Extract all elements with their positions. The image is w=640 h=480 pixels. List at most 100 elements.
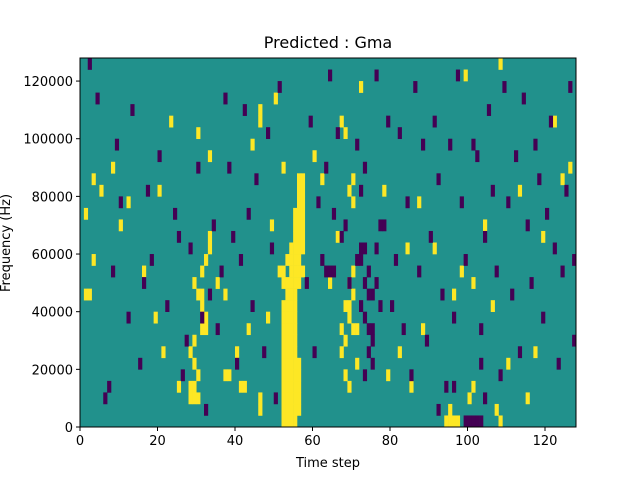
heatmap-cell-high — [300, 196, 306, 209]
heatmap-cell-high — [525, 392, 530, 405]
heatmap-cell-high — [153, 311, 158, 324]
heatmap-cell-high — [83, 207, 89, 220]
heatmap-cell-high — [281, 380, 286, 393]
heatmap-cell-high — [196, 127, 201, 140]
heatmap-cell-high — [285, 288, 290, 301]
heatmap-cell-low — [324, 265, 329, 278]
heatmap-cell-low — [510, 288, 515, 301]
heatmap-cell-low — [436, 403, 441, 416]
heatmap-cell-low — [366, 288, 371, 301]
heatmap-cell-low — [490, 184, 495, 197]
heatmap-cell-low — [254, 173, 259, 186]
heatmap-cell-low — [331, 265, 337, 278]
heatmap-cell-high — [382, 184, 387, 197]
heatmap-cell-high — [297, 219, 302, 232]
heatmap-cell-low — [533, 138, 538, 151]
heatmap-cell-high — [83, 288, 89, 301]
heatmap-cell-high — [297, 242, 302, 255]
heatmap-cell-high — [293, 380, 298, 393]
heatmap-cell-high — [126, 196, 131, 209]
heatmap-cell-low — [401, 323, 406, 336]
heatmap-cell-low — [359, 254, 364, 266]
heatmap-cell-high — [161, 346, 166, 359]
heatmap-cell-low — [378, 300, 383, 312]
heatmap-cell-low — [370, 357, 375, 370]
heatmap-cell-high — [242, 380, 247, 393]
heatmap-cell-low — [424, 334, 430, 347]
heatmap-cell-high — [541, 230, 546, 243]
heatmap-cell-low — [479, 415, 484, 428]
heatmap-cell-low — [126, 311, 131, 324]
heatmap-cell-low — [545, 207, 550, 220]
x-tick-label: 80 — [382, 434, 399, 449]
heatmap-cell-high — [347, 380, 352, 393]
heatmap-cell-high — [196, 288, 201, 301]
heatmap-cell-low — [312, 346, 317, 359]
heatmap-cell-high — [142, 265, 147, 278]
heatmap-cell-low — [138, 357, 143, 370]
x-tick-label: 0 — [76, 434, 84, 449]
heatmap-cell-low — [452, 380, 457, 393]
heatmap-cell-high — [207, 150, 213, 163]
heatmap-cell-low — [215, 323, 220, 336]
heatmap-cell-low — [366, 265, 371, 278]
heatmap-cell-low — [370, 288, 375, 301]
heatmap-cell-high — [297, 230, 302, 243]
heatmap-cell-high — [192, 277, 197, 289]
heatmap-cell-high — [235, 346, 240, 359]
heatmap-cell-high — [343, 127, 348, 140]
heatmap-cell-high — [289, 311, 294, 324]
y-axis-ticks: 0 20000 40000 60000 80000 100000 120000 — [23, 75, 80, 436]
heatmap-cell-high — [281, 161, 286, 174]
heatmap-cell-low — [227, 161, 232, 174]
heatmap-cell-high — [300, 230, 306, 243]
heatmap-cell-low — [506, 196, 511, 209]
heatmap-cell-low — [211, 219, 216, 232]
heatmap-cell-low — [541, 311, 546, 324]
heatmap-cell-high — [355, 323, 360, 336]
heatmap-cell-high — [448, 415, 453, 428]
heatmap-cell-high — [281, 392, 286, 405]
heatmap-cell-high — [297, 196, 302, 209]
heatmap-cell-low — [514, 150, 519, 163]
heatmap-cell-high — [258, 392, 263, 405]
heatmap-cell-high — [285, 277, 290, 289]
heatmap-cell-low — [556, 357, 561, 370]
heatmap-cell-high — [397, 346, 402, 359]
heatmap-cell-high — [490, 300, 495, 312]
x-tick-label: 40 — [227, 434, 244, 449]
heatmap-cell-high — [87, 288, 92, 301]
heatmap-cell-low — [521, 92, 526, 105]
heatmap-cell-low — [149, 254, 154, 266]
heatmap-cell-high — [293, 357, 298, 370]
heatmap-cell-high — [293, 392, 298, 405]
heatmap-cell-low — [525, 219, 530, 232]
heatmap-cell-high — [204, 311, 209, 324]
heatmap-cell-low — [180, 369, 185, 382]
heatmap-cell-high — [285, 323, 290, 336]
heatmap-cell-high — [339, 323, 344, 336]
heatmap-cell-high — [293, 207, 298, 220]
heatmap-cell-high — [444, 415, 449, 428]
heatmap-cell-low — [103, 392, 108, 405]
heatmap-cell-low — [564, 184, 569, 197]
heatmap-cell-high — [200, 265, 205, 278]
heatmap-cell-low — [235, 357, 240, 370]
heatmap-cell-high — [289, 265, 294, 278]
heatmap-cell-low — [370, 323, 375, 336]
heatmap-cell-low — [479, 357, 484, 370]
y-tick-label: 0 — [65, 421, 73, 436]
heatmap-cell-high — [293, 288, 298, 301]
heatmap-cell-high — [297, 207, 302, 220]
heatmap-cell-high — [335, 230, 340, 243]
heatmap-cell-high — [459, 265, 464, 278]
heatmap-cell-low — [537, 173, 542, 186]
heatmap-cell-low — [390, 300, 395, 312]
heatmap-cell-high — [289, 380, 294, 393]
heatmap-cell-high — [289, 346, 294, 359]
heatmap-cell-high — [471, 380, 476, 393]
heatmap-cell-low — [114, 138, 120, 151]
heatmap-cell-high — [293, 369, 298, 382]
heatmap-cell-low — [393, 254, 399, 266]
